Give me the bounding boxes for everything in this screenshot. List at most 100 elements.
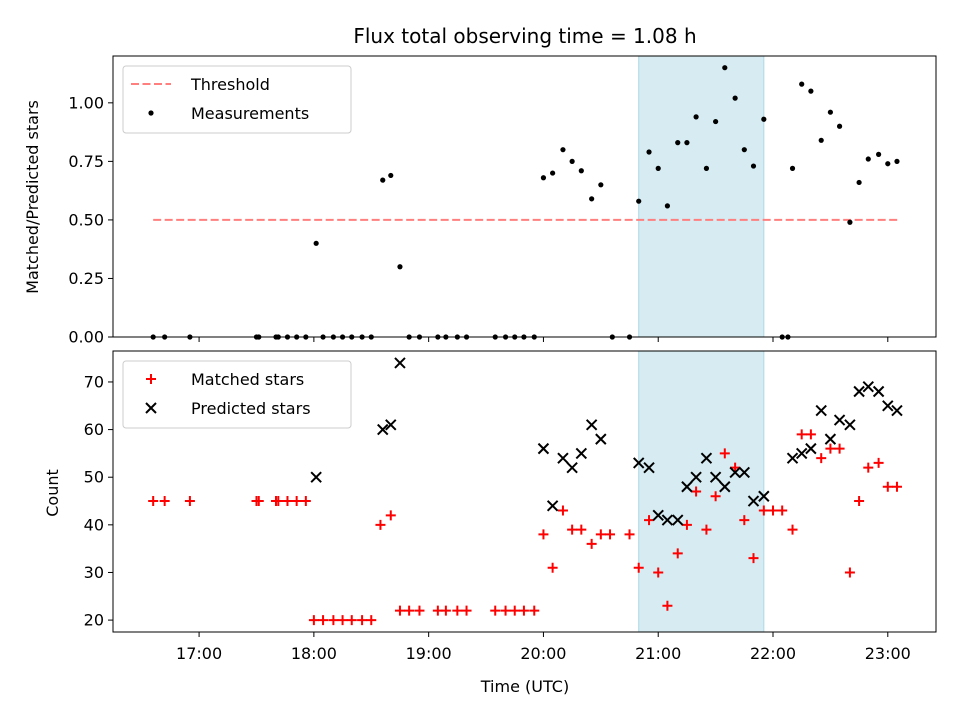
- bottom-panel: 20 30 40 50 60 70 17:00 18:00 19:00 20:00 21:00 22:…: [84, 350, 937, 663]
- predicted-stars-point: [310, 471, 322, 483]
- matched-stars-point: [159, 496, 170, 507]
- legend-box: [122, 65, 352, 134]
- predicted-stars-point: [595, 433, 607, 445]
- matched-stars-point: [461, 605, 472, 616]
- measurement-point: [876, 151, 882, 157]
- predicted-stars-point: [385, 419, 397, 431]
- matched-stars-point: [834, 443, 845, 454]
- matched-stars-point: [567, 524, 578, 535]
- matched-stars-point: [873, 457, 884, 468]
- matched-stars-point: [691, 486, 702, 497]
- matched-stars-point: [662, 600, 673, 611]
- axes-frame: [112, 55, 937, 338]
- measurement-point: [380, 177, 386, 183]
- measurement-point: [703, 165, 710, 171]
- matched-stars-point: [586, 538, 597, 549]
- matched-stars-point: [816, 453, 827, 464]
- matched-stars-point: [595, 529, 606, 540]
- legend-predicted-swatch: [145, 402, 157, 414]
- predicted-stars-point: [758, 490, 770, 502]
- measurement-point: [894, 158, 900, 164]
- matched-stars-point: [844, 567, 855, 578]
- matched-stars-point: [854, 496, 865, 507]
- matched-stars-point: [787, 524, 798, 535]
- matched-stars-point: [653, 567, 664, 578]
- measurement-point: [550, 170, 556, 176]
- matched-stars-point: [414, 605, 425, 616]
- matched-stars-point: [148, 496, 159, 507]
- matched-stars-point: [385, 510, 396, 521]
- measurement-point: [827, 109, 833, 115]
- predicted-stars-point: [546, 500, 559, 512]
- highlight-span: [638, 55, 765, 338]
- measurement-point: [722, 65, 728, 71]
- matched-stars-point: [346, 615, 357, 626]
- measurement-point: [865, 156, 871, 162]
- legend-label: Predicted stars: [191, 399, 311, 418]
- measurement-point: [885, 161, 891, 167]
- x-tick-label: 23:00: [865, 644, 911, 663]
- matched-stars-point: [509, 605, 520, 616]
- matched-stars-point: [825, 443, 836, 454]
- matched-stars-point: [547, 562, 558, 573]
- matched-stars-point: [282, 496, 293, 507]
- y-tick-label: 1.00: [68, 93, 104, 112]
- predicted-stars-point: [833, 414, 846, 426]
- matched-stars-point: [500, 605, 511, 616]
- matched-stars-point: [518, 605, 529, 616]
- measurement-point: [397, 264, 403, 270]
- predicted-stars-point: [690, 471, 702, 483]
- bottom-y-axis-label: Count: [43, 469, 62, 517]
- matched-stars-point: [184, 496, 195, 507]
- matched-stars-point: [291, 496, 302, 507]
- matched-stars-point: [557, 505, 568, 516]
- measurement-point: [313, 240, 319, 246]
- measurement-point: [750, 163, 757, 169]
- matched-stars-point: [891, 481, 902, 492]
- matched-stars-point: [538, 529, 549, 540]
- measurement-point: [664, 203, 671, 209]
- predicted-stars-point: [805, 442, 817, 455]
- measurement-point: [598, 182, 604, 188]
- predicted-stars-point: [672, 514, 684, 526]
- predicted-stars-point: [575, 447, 588, 460]
- measurement-point: [761, 116, 767, 122]
- matched-stars-point: [681, 519, 692, 530]
- x-tick-label: 21:00: [635, 644, 681, 663]
- matched-stars-point: [758, 505, 769, 516]
- measurement-point: [636, 198, 642, 204]
- y-tick-label: 0.75: [68, 152, 104, 171]
- matched-stars-point: [805, 429, 816, 440]
- matched-stars-point: [440, 605, 451, 616]
- x-tick-label: 20:00: [520, 644, 566, 663]
- matched-stars-point: [730, 462, 741, 473]
- matched-stars-point: [644, 515, 655, 526]
- matched-stars-point: [308, 615, 319, 626]
- predicted-stars-point: [652, 509, 664, 522]
- legend-label: Threshold: [190, 75, 270, 94]
- measurement-point: [560, 147, 566, 153]
- x-tick-label: 22:00: [750, 644, 796, 663]
- matched-stars-point: [357, 615, 368, 626]
- measurement-point: [732, 95, 738, 101]
- matched-stars-point: [375, 519, 386, 530]
- x-tick-label: 17:00: [176, 644, 222, 663]
- matched-stars-point: [605, 529, 616, 540]
- measurement-point: [540, 175, 547, 181]
- matched-stars-point: [777, 505, 788, 516]
- matched-stars-point: [701, 524, 712, 535]
- matched-stars-point: [624, 529, 635, 540]
- measurement-point: [836, 123, 843, 129]
- matched-stars-point: [529, 605, 540, 616]
- matched-stars-point: [796, 429, 807, 440]
- y-tick-label: 70: [84, 372, 104, 391]
- y-tick-label: 20: [84, 611, 104, 630]
- matched-stars-point: [719, 448, 730, 459]
- measurement-point: [675, 140, 681, 146]
- x-tick-label: 18:00: [291, 644, 337, 663]
- legend-matched-swatch: [146, 374, 156, 384]
- predicted-stars-point: [566, 461, 578, 474]
- matched-stars-point: [633, 562, 644, 573]
- predicted-stars-point: [824, 433, 837, 445]
- matched-stars-point: [490, 605, 501, 616]
